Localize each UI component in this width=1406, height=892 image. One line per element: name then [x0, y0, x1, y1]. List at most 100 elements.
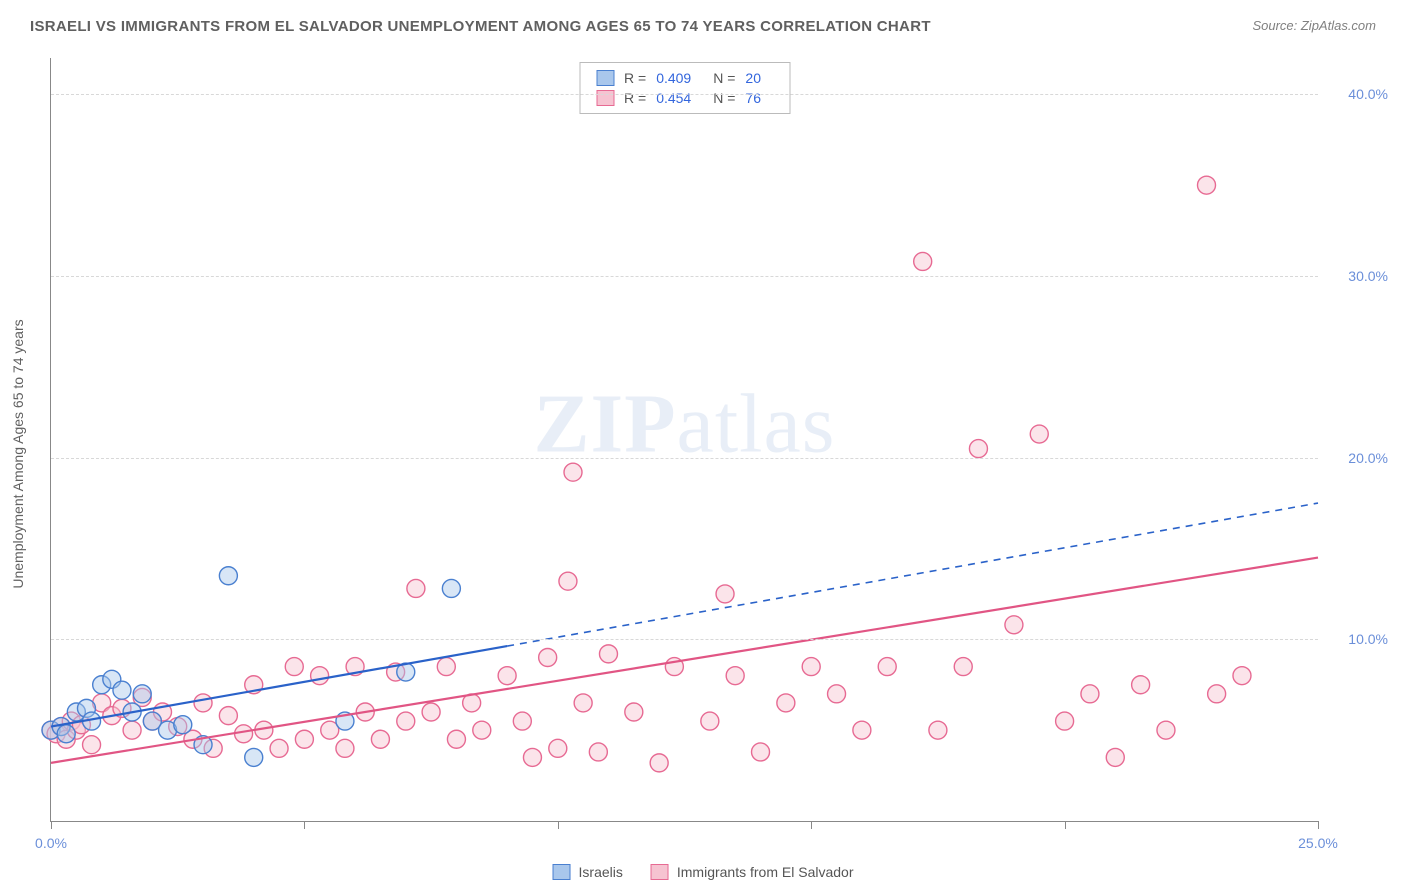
scatter-point — [473, 721, 491, 739]
legend-swatch — [651, 864, 669, 880]
r-label: R = — [624, 90, 646, 106]
scatter-point — [442, 579, 460, 597]
scatter-point — [83, 736, 101, 754]
scatter-point — [625, 703, 643, 721]
n-label: N = — [713, 90, 735, 106]
x-tick-label: 25.0% — [1298, 835, 1338, 851]
y-tick-label: 30.0% — [1348, 268, 1388, 284]
y-tick-label: 40.0% — [1348, 86, 1388, 102]
legend-item: Immigrants from El Salvador — [651, 864, 854, 880]
scatter-point — [716, 585, 734, 603]
scatter-point — [929, 721, 947, 739]
x-tick — [811, 821, 812, 829]
chart-title: ISRAELI VS IMMIGRANTS FROM EL SALVADOR U… — [30, 18, 931, 35]
y-tick-label: 10.0% — [1348, 631, 1388, 647]
scatter-point — [969, 440, 987, 458]
scatter-point — [539, 649, 557, 667]
legend-swatch — [553, 864, 571, 880]
scatter-point — [1233, 667, 1251, 685]
scatter-point — [853, 721, 871, 739]
grid-line — [51, 276, 1318, 277]
scatter-point — [397, 712, 415, 730]
scatter-point — [57, 725, 75, 743]
stats-legend-row: R = 0.454 N = 76 — [596, 88, 773, 108]
scatter-point — [828, 685, 846, 703]
x-tick — [51, 821, 52, 829]
legend-label: Immigrants from El Salvador — [677, 864, 854, 880]
scatter-point — [174, 716, 192, 734]
scatter-point — [194, 694, 212, 712]
scatter-point — [559, 572, 577, 590]
x-tick-label: 0.0% — [35, 835, 67, 851]
scatter-point — [701, 712, 719, 730]
r-value: 0.454 — [656, 90, 691, 106]
scatter-point — [802, 658, 820, 676]
scatter-point — [311, 667, 329, 685]
scatter-point — [1030, 425, 1048, 443]
grid-line — [51, 458, 1318, 459]
scatter-point — [245, 748, 263, 766]
scatter-point — [336, 739, 354, 757]
n-label: N = — [713, 70, 735, 86]
scatter-point — [219, 707, 237, 725]
scatter-point — [498, 667, 516, 685]
n-value: 76 — [745, 90, 761, 106]
scatter-point — [954, 658, 972, 676]
scatter-point — [650, 754, 668, 772]
x-tick — [1318, 821, 1319, 829]
y-axis-label: Unemployment Among Ages 65 to 74 years — [10, 319, 26, 588]
scatter-point — [599, 645, 617, 663]
scatter-point — [777, 694, 795, 712]
scatter-point — [407, 579, 425, 597]
trend-line-dashed — [507, 503, 1318, 646]
scatter-point — [295, 730, 313, 748]
r-value: 0.409 — [656, 70, 691, 86]
source-attribution: Source: ZipAtlas.com — [1252, 18, 1376, 33]
scatter-point — [1081, 685, 1099, 703]
scatter-point — [549, 739, 567, 757]
scatter-point — [513, 712, 531, 730]
scatter-point — [1056, 712, 1074, 730]
scatter-point — [219, 567, 237, 585]
grid-line — [51, 639, 1318, 640]
scatter-point — [270, 739, 288, 757]
scatter-point — [113, 681, 131, 699]
trend-line-solid — [51, 558, 1318, 763]
n-value: 20 — [745, 70, 761, 86]
scatter-point — [752, 743, 770, 761]
scatter-point — [1005, 616, 1023, 634]
scatter-point — [422, 703, 440, 721]
scatter-point — [133, 685, 151, 703]
y-tick-label: 20.0% — [1348, 450, 1388, 466]
scatter-point — [235, 725, 253, 743]
scatter-point — [123, 721, 141, 739]
scatter-point — [523, 748, 541, 766]
legend-swatch — [596, 90, 614, 106]
source-label: Source: — [1252, 18, 1300, 33]
scatter-point — [726, 667, 744, 685]
scatter-point — [589, 743, 607, 761]
scatter-point — [1208, 685, 1226, 703]
r-label: R = — [624, 70, 646, 86]
x-tick — [558, 821, 559, 829]
chart-container: ISRAELI VS IMMIGRANTS FROM EL SALVADOR U… — [0, 0, 1406, 892]
scatter-point — [574, 694, 592, 712]
scatter-svg — [51, 58, 1318, 821]
x-tick — [1065, 821, 1066, 829]
x-tick — [304, 821, 305, 829]
source-link[interactable]: ZipAtlas.com — [1301, 18, 1376, 33]
scatter-point — [1157, 721, 1175, 739]
scatter-point — [1132, 676, 1150, 694]
scatter-point — [371, 730, 389, 748]
scatter-point — [285, 658, 303, 676]
grid-line — [51, 94, 1318, 95]
legend-item: Israelis — [553, 864, 623, 880]
plot-area: ZIPatlas R =0.409N =20R =0.454N =76 10.0… — [50, 58, 1318, 822]
scatter-point — [437, 658, 455, 676]
stats-legend-row: R = 0.409 N = 20 — [596, 68, 773, 88]
legend-swatch — [596, 70, 614, 86]
scatter-point — [1198, 176, 1216, 194]
legend-label: Israelis — [579, 864, 623, 880]
series-legend: Israelis Immigrants from El Salvador — [553, 864, 854, 880]
scatter-point — [1106, 748, 1124, 766]
